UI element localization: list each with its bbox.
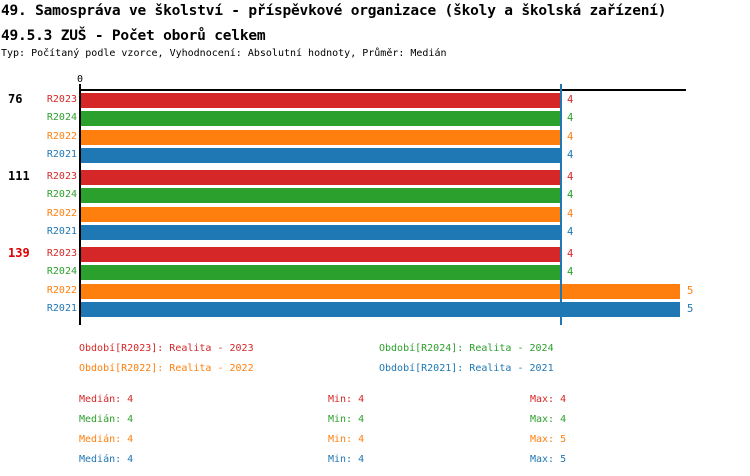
bar-value-label: 5 — [687, 285, 694, 297]
bar — [81, 265, 560, 280]
bar-value-label: 4 — [567, 149, 574, 161]
bar-value-label: 4 — [567, 131, 574, 143]
bar-group-label: 76 — [8, 92, 23, 106]
bar — [81, 225, 560, 240]
bar-row-label: R2021 — [46, 149, 77, 160]
page-title: 49. Samospráva ve školství - příspěvkové… — [1, 3, 667, 19]
bar — [81, 247, 560, 262]
bar-value-label: 4 — [567, 189, 574, 201]
legend-item: Období[R2022]: Realita - 2022 — [79, 363, 254, 374]
bar — [81, 170, 560, 185]
bar-value-label: 4 — [567, 248, 574, 260]
chart-meta-line: Typ: Počítaný podle vzorce, Vyhodnocení:… — [1, 48, 447, 59]
chart-axis-y — [79, 84, 81, 325]
stat-max: Max: 4 — [530, 414, 567, 425]
bar-row-label: R2021 — [46, 226, 77, 237]
stat-median: Medián: 4 — [79, 414, 134, 425]
bar — [81, 207, 560, 222]
bar — [81, 148, 560, 163]
bar-group-label: 139 — [8, 246, 30, 260]
bar-row-label: R2024 — [46, 112, 77, 123]
bar-row-label: R2024 — [46, 189, 77, 200]
bar-value-label: 4 — [567, 94, 574, 106]
bar-value-label: 4 — [567, 112, 574, 124]
stat-min: Min: 4 — [328, 454, 365, 465]
stat-min: Min: 4 — [328, 394, 365, 405]
stat-max: Max: 5 — [530, 454, 567, 465]
bar-value-label: 4 — [567, 266, 574, 278]
chart-axis-x — [79, 89, 686, 91]
stat-median: Medián: 4 — [79, 434, 134, 445]
bar — [81, 188, 560, 203]
bar-value-label: 4 — [567, 226, 574, 238]
stat-median: Medián: 4 — [79, 454, 134, 465]
median-line — [560, 84, 562, 325]
bar — [81, 111, 560, 126]
bar-row-label: R2022 — [46, 131, 77, 142]
bar-row-label: R2021 — [46, 303, 77, 314]
legend-item: Období[R2021]: Realita - 2021 — [379, 363, 554, 374]
bar — [81, 93, 560, 108]
bar — [81, 130, 560, 145]
legend-item: Období[R2023]: Realita - 2023 — [79, 343, 254, 354]
bar-value-label: 4 — [567, 208, 574, 220]
bar-row-label: R2023 — [46, 248, 77, 259]
bar-value-label: 4 — [567, 171, 574, 183]
stat-max: Max: 5 — [530, 434, 567, 445]
bar-value-label: 5 — [687, 303, 694, 315]
chart-subtitle: 49.5.3 ZUŠ - Počet oborů celkem — [1, 28, 266, 44]
stat-min: Min: 4 — [328, 434, 365, 445]
x-axis-tick-label: 0 — [76, 74, 84, 85]
stat-min: Min: 4 — [328, 414, 365, 425]
bar-group-label: 111 — [8, 169, 30, 183]
bar-row-label: R2023 — [46, 94, 77, 105]
legend-item: Období[R2024]: Realita - 2024 — [379, 343, 554, 354]
stat-median: Medián: 4 — [79, 394, 134, 405]
bar-row-label: R2024 — [46, 266, 77, 277]
bar — [81, 302, 680, 317]
bar — [81, 284, 680, 299]
stat-max: Max: 4 — [530, 394, 567, 405]
bar-row-label: R2023 — [46, 171, 77, 182]
bar-row-label: R2022 — [46, 285, 77, 296]
bar-row-label: R2022 — [46, 208, 77, 219]
